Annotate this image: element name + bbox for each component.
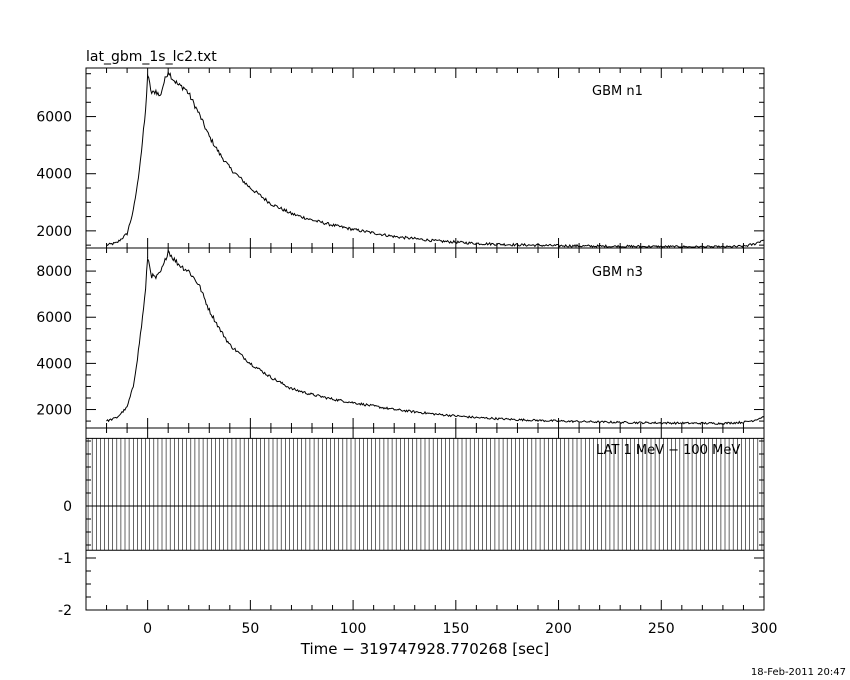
figure-title: lat_gbm_1s_lc2.txt xyxy=(86,49,217,65)
x-tick-label: 150 xyxy=(442,621,469,637)
lat-count-bars xyxy=(87,438,763,551)
y-tick-label: 4000 xyxy=(36,356,72,372)
y-tick-label: -2 xyxy=(58,603,72,619)
panel-frame xyxy=(85,247,765,429)
panel-frame xyxy=(85,67,765,249)
light-curve-line xyxy=(106,248,765,425)
panel-lat: LAT 1 MeV − 100 MeV -2 -1 0 0 50 100 150 200 250… xyxy=(58,427,778,637)
y-tick-label: 8000 xyxy=(36,264,72,280)
x-axis-label: Time − 319747928.770268 [sec] xyxy=(300,640,550,658)
y-tick-label: 2000 xyxy=(36,224,72,240)
panel-gbm-n3: GBM n3 2000 4000 6000 8000 xyxy=(36,247,765,429)
series-label: GBM n3 xyxy=(592,265,643,280)
x-tick-label: 0 xyxy=(143,621,152,637)
x-tick-label: 300 xyxy=(751,621,778,637)
y-tick-label: 2000 xyxy=(36,403,72,419)
y-tick-label: -1 xyxy=(58,551,72,567)
x-tick-label: 200 xyxy=(545,621,572,637)
y-tick-label: 6000 xyxy=(36,310,72,326)
series-label: LAT 1 MeV − 100 MeV xyxy=(596,443,740,458)
light-curve-line xyxy=(106,70,765,248)
y-tick-label: 4000 xyxy=(36,167,72,183)
panel-gbm-n1: GBM n1 2000 4000 6000 xyxy=(36,67,765,249)
y-tick-label: 6000 xyxy=(36,110,72,126)
x-tick-label: 50 xyxy=(241,621,259,637)
x-tick-label: 100 xyxy=(340,621,367,637)
x-tick-label: 250 xyxy=(648,621,675,637)
y-tick-label: 0 xyxy=(63,499,72,515)
footer-date: 18-Feb-2011 20:47 xyxy=(751,667,846,678)
series-label: GBM n1 xyxy=(592,84,643,99)
